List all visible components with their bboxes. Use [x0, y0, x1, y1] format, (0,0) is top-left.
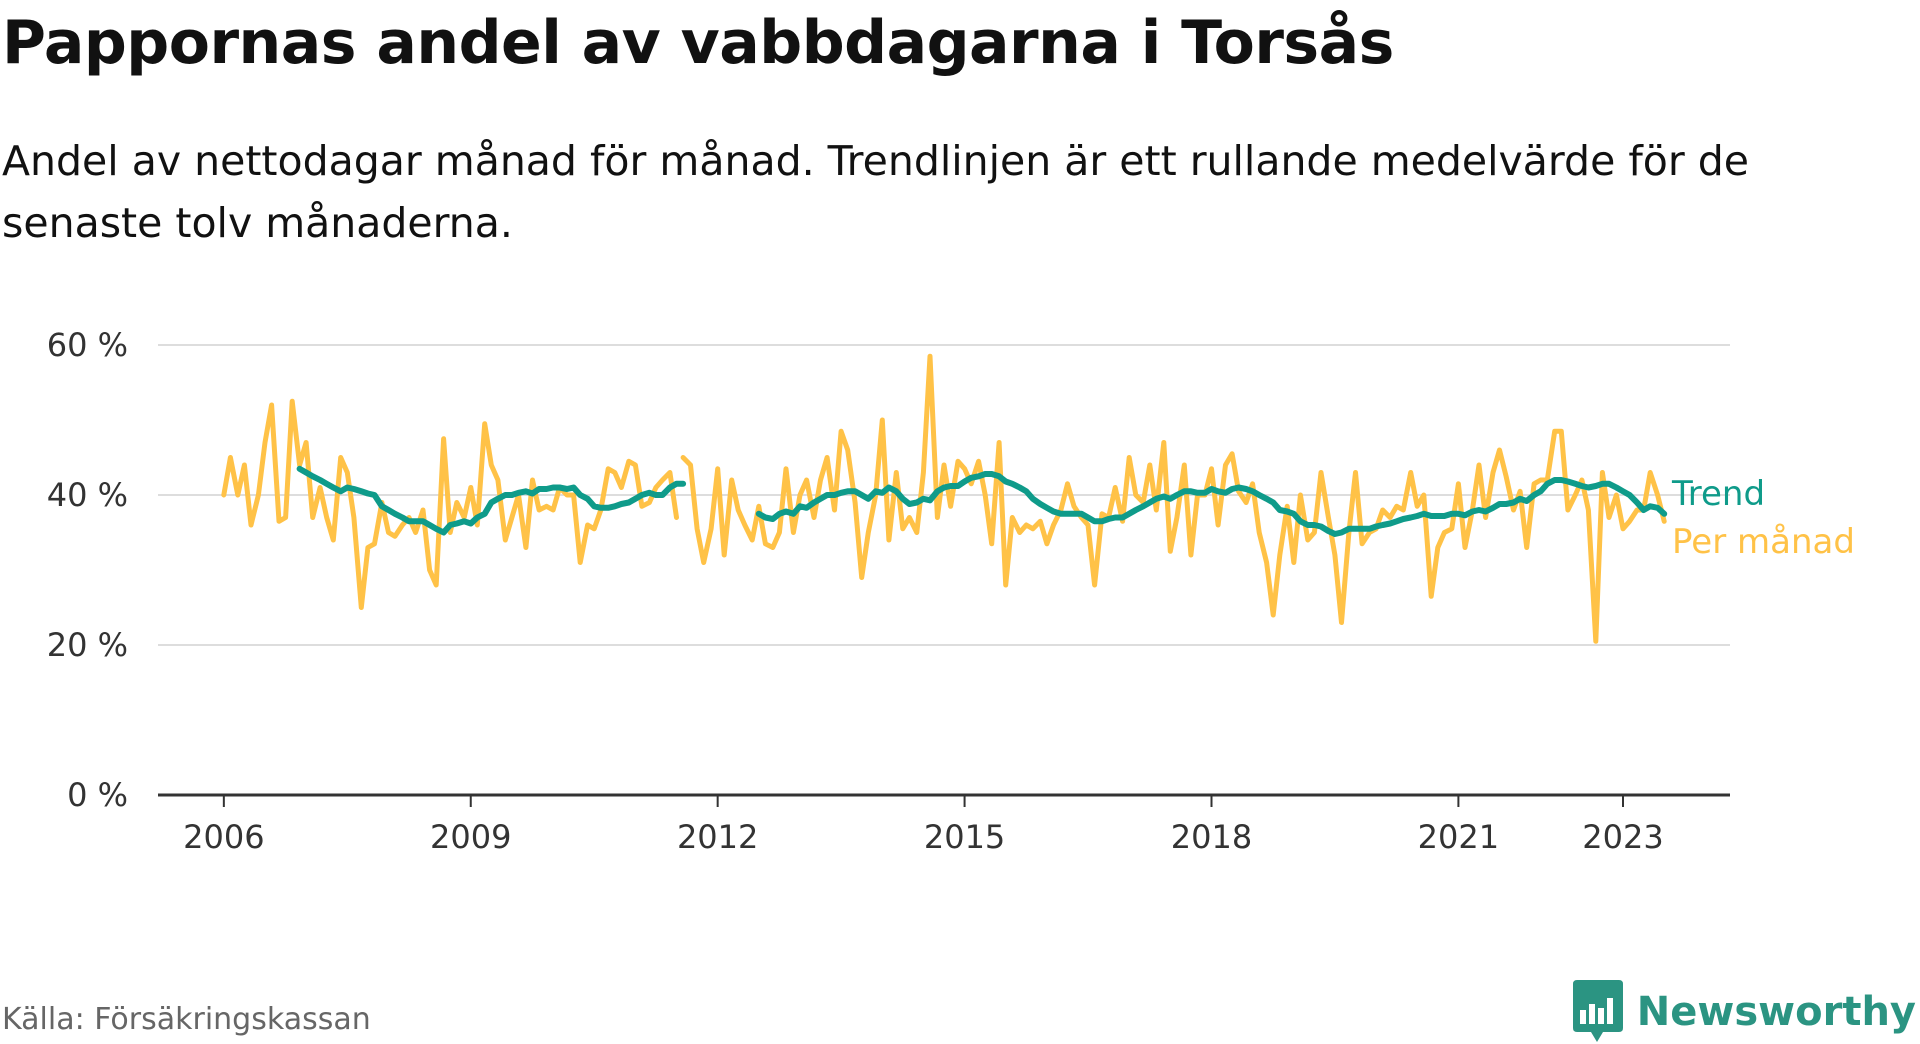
chart-title: Pappornas andel av vabbdagarna i Torsås	[2, 8, 1394, 78]
legend-label-monthly: Per månad	[1672, 522, 1855, 562]
y-axis-ticks: 0 % 20 % 40 % 60 %	[47, 326, 128, 814]
series-line-trend	[296, 465, 1668, 537]
newsworthy-logo-icon	[1572, 980, 1623, 1042]
brand-name: Newsworthy	[1636, 989, 1916, 1035]
x-axis-ticks: 2006 2009 2012 2015 2018 2021 2023	[183, 795, 1664, 856]
x-tick-label: 2012	[677, 818, 758, 856]
chart-subtitle: Andel av nettodagar månad för månad. Tre…	[2, 137, 1749, 247]
chart-legend: Trend Per månad	[1671, 474, 1855, 562]
y-tick-label: 0 %	[67, 776, 128, 814]
line-chart: 0 % 20 % 40 % 60 % 2006 2009 2012 2015 2018 2021…	[47, 326, 1855, 856]
y-tick-label: 60 %	[47, 326, 128, 364]
x-tick-label: 2009	[430, 818, 511, 856]
y-tick-label: 20 %	[47, 626, 128, 664]
x-tick-label: 2023	[1582, 818, 1663, 856]
brand-logo: Newsworthy	[1572, 980, 1916, 1044]
chart-series	[221, 353, 1668, 644]
x-tick-label: 2018	[1171, 818, 1252, 856]
legend-label-trend: Trend	[1671, 474, 1765, 514]
gridlines	[158, 344, 1730, 797]
series-line-monthly	[221, 353, 1667, 644]
x-tick-label: 2006	[183, 818, 264, 856]
x-tick-label: 2021	[1418, 818, 1499, 856]
source-note: Källa: Försäkringskassan	[2, 1002, 371, 1037]
y-tick-label: 40 %	[47, 476, 128, 514]
x-tick-label: 2015	[924, 818, 1005, 856]
